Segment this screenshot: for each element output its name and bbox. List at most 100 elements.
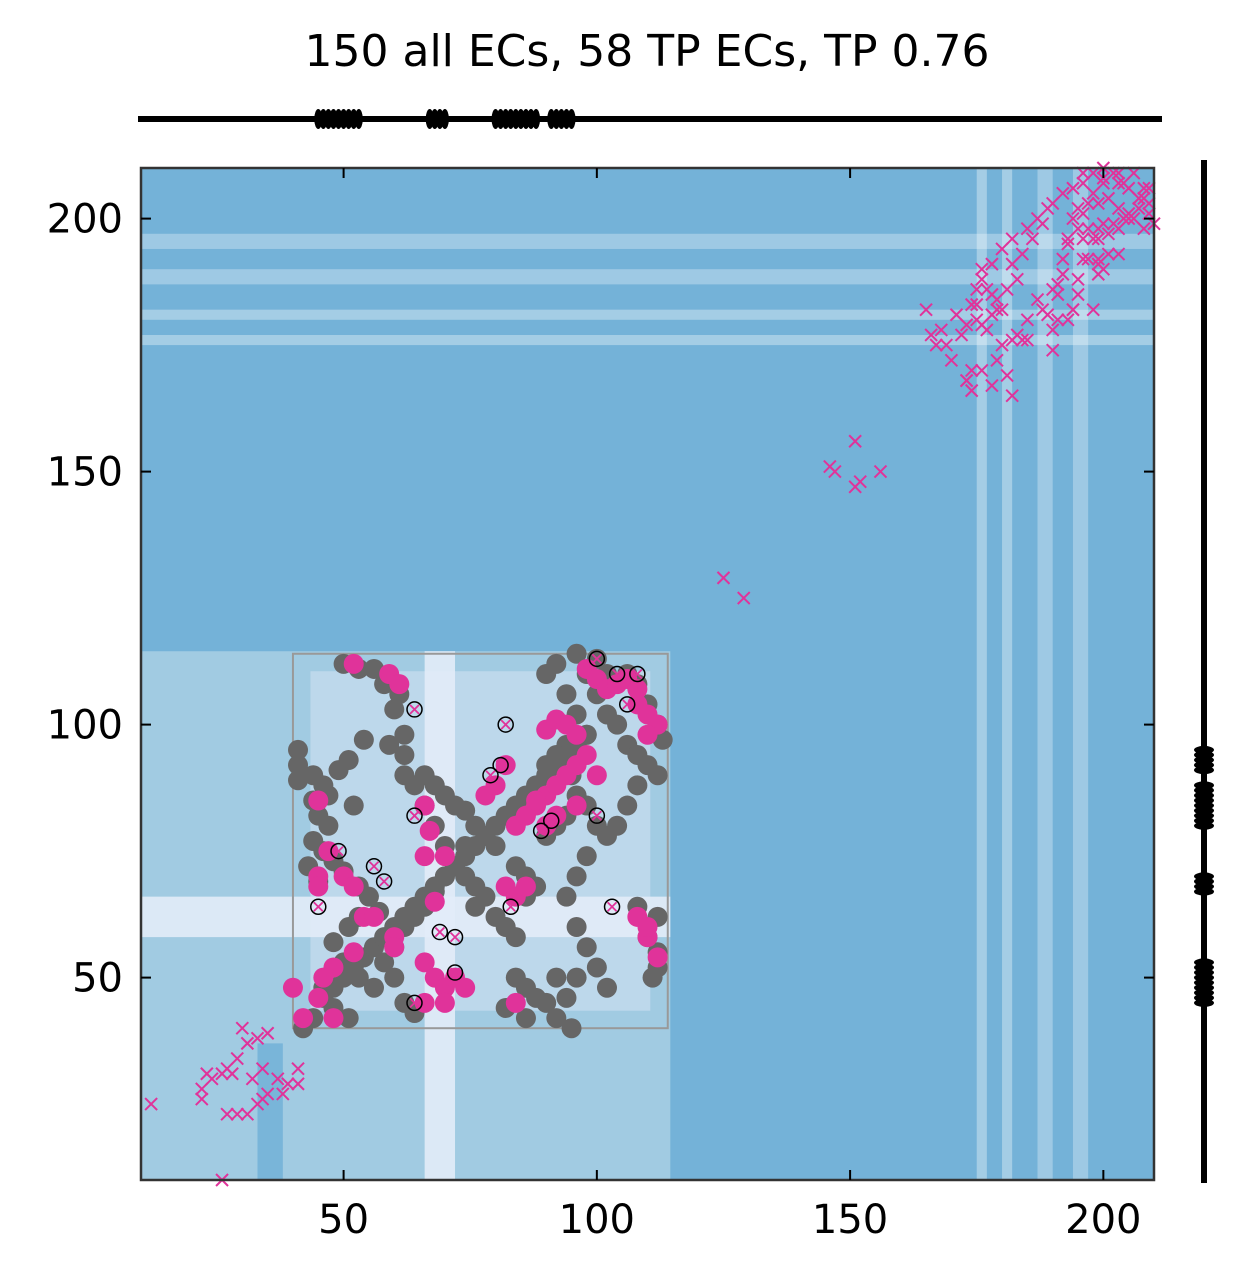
ec-point [985,378,999,393]
tp-ec-point [308,876,329,897]
ec-point [291,1061,305,1076]
contact-point [536,755,557,776]
ec-contact-point [406,807,423,824]
ec-point [959,318,974,332]
top-track-helix [532,109,541,129]
ec-point [959,373,974,388]
tp-ec-point [282,977,303,998]
contact-point [566,967,587,988]
ec-point [1010,272,1024,287]
ec-point [964,363,979,378]
contact-point [546,1008,567,1029]
ec-point [271,1072,285,1086]
ec-point [1086,186,1100,201]
contact-point [505,927,526,948]
secondary-structure-tracks [138,109,1214,1183]
ec-point [1081,196,1095,211]
ec-contact-point [446,928,464,946]
ec-point [975,363,989,378]
tp-ec-point [308,987,329,1008]
band-horizontal [141,233,1154,249]
contact-point [363,977,384,998]
ec-point [1005,232,1019,246]
contact-point [394,744,415,765]
ec-contact-point [618,696,636,713]
axis-ticks: 50 100 150 200 50 100 150 200 [47,168,1154,1243]
ec-contact-point [497,716,514,733]
ec-point [1101,191,1116,206]
plot-frame [139,166,1156,1182]
ec-point [1127,211,1141,226]
y-tick-label: 100 [47,703,123,749]
ec-contact-point [543,812,560,829]
ec-point [1076,232,1090,246]
contact-point [566,643,587,664]
ec-cross-mark [449,931,461,943]
tp-ec-point [323,1008,344,1029]
contact-point [627,775,648,796]
ec-contact-point [431,923,449,941]
contact-point [318,815,339,836]
ec-point [195,1092,209,1106]
x-tick-label: 100 [559,1197,635,1243]
ec-contact-point [608,665,626,683]
ec-cross-mark [409,997,420,1009]
contact-point [576,846,597,867]
tp-ec-point [434,846,455,867]
ec-point [1116,176,1131,190]
ec-cross-mark [485,770,496,781]
ec-point [1076,252,1090,266]
ec-point [1051,313,1065,327]
ec-point [985,308,999,322]
x-tick-label: 50 [318,1197,369,1243]
ec-point [1111,247,1126,261]
contact-point [323,932,344,953]
ec-point [934,323,948,337]
contact-point [363,658,384,679]
y-tick-label: 150 [47,450,123,496]
ec-cross-mark [368,861,380,872]
ec-point [291,1077,305,1091]
tp-ec-point [647,947,668,968]
tp-ec-point [343,942,364,963]
contact-point [596,825,617,846]
ec-point [1071,201,1085,216]
ec-point [260,1026,275,1040]
y-tick-label: 50 [72,956,123,1002]
top-track-helix [354,109,363,129]
ec-cross-mark [591,810,602,821]
ec-point [1071,287,1085,302]
ec-contact-point [310,898,327,916]
ec-cross-mark [505,901,516,912]
tp-ec-point [495,755,516,776]
ec-point [1111,201,1126,216]
ec-point [975,272,989,287]
ec-point [1056,252,1070,266]
contact-point [338,750,359,771]
contact-point [642,967,663,988]
tp-ec-point [627,679,648,700]
ec-point [235,1021,250,1035]
ec-point [281,1077,295,1091]
band-vertical [1037,168,1053,1180]
ec-point [1030,292,1045,307]
ec-point [1040,308,1055,322]
ec-point [919,302,933,317]
contact-point [465,896,486,917]
ec-point [1005,388,1019,403]
ec-point [1020,333,1035,347]
tp-ec-point [485,775,506,796]
ec-contact-point [330,842,347,860]
ec-point [964,383,979,398]
ec-cross-mark [333,845,344,857]
ec-contact-point [629,665,646,683]
ec-point [1066,211,1080,226]
ec-cross-mark [535,825,547,836]
tp-ec-point [586,765,607,786]
ec-cross-mark [622,699,633,710]
tp-ec-point [576,744,597,765]
contact-point [586,957,607,978]
contact-point [374,952,395,973]
ec-cross-mark [546,815,557,826]
